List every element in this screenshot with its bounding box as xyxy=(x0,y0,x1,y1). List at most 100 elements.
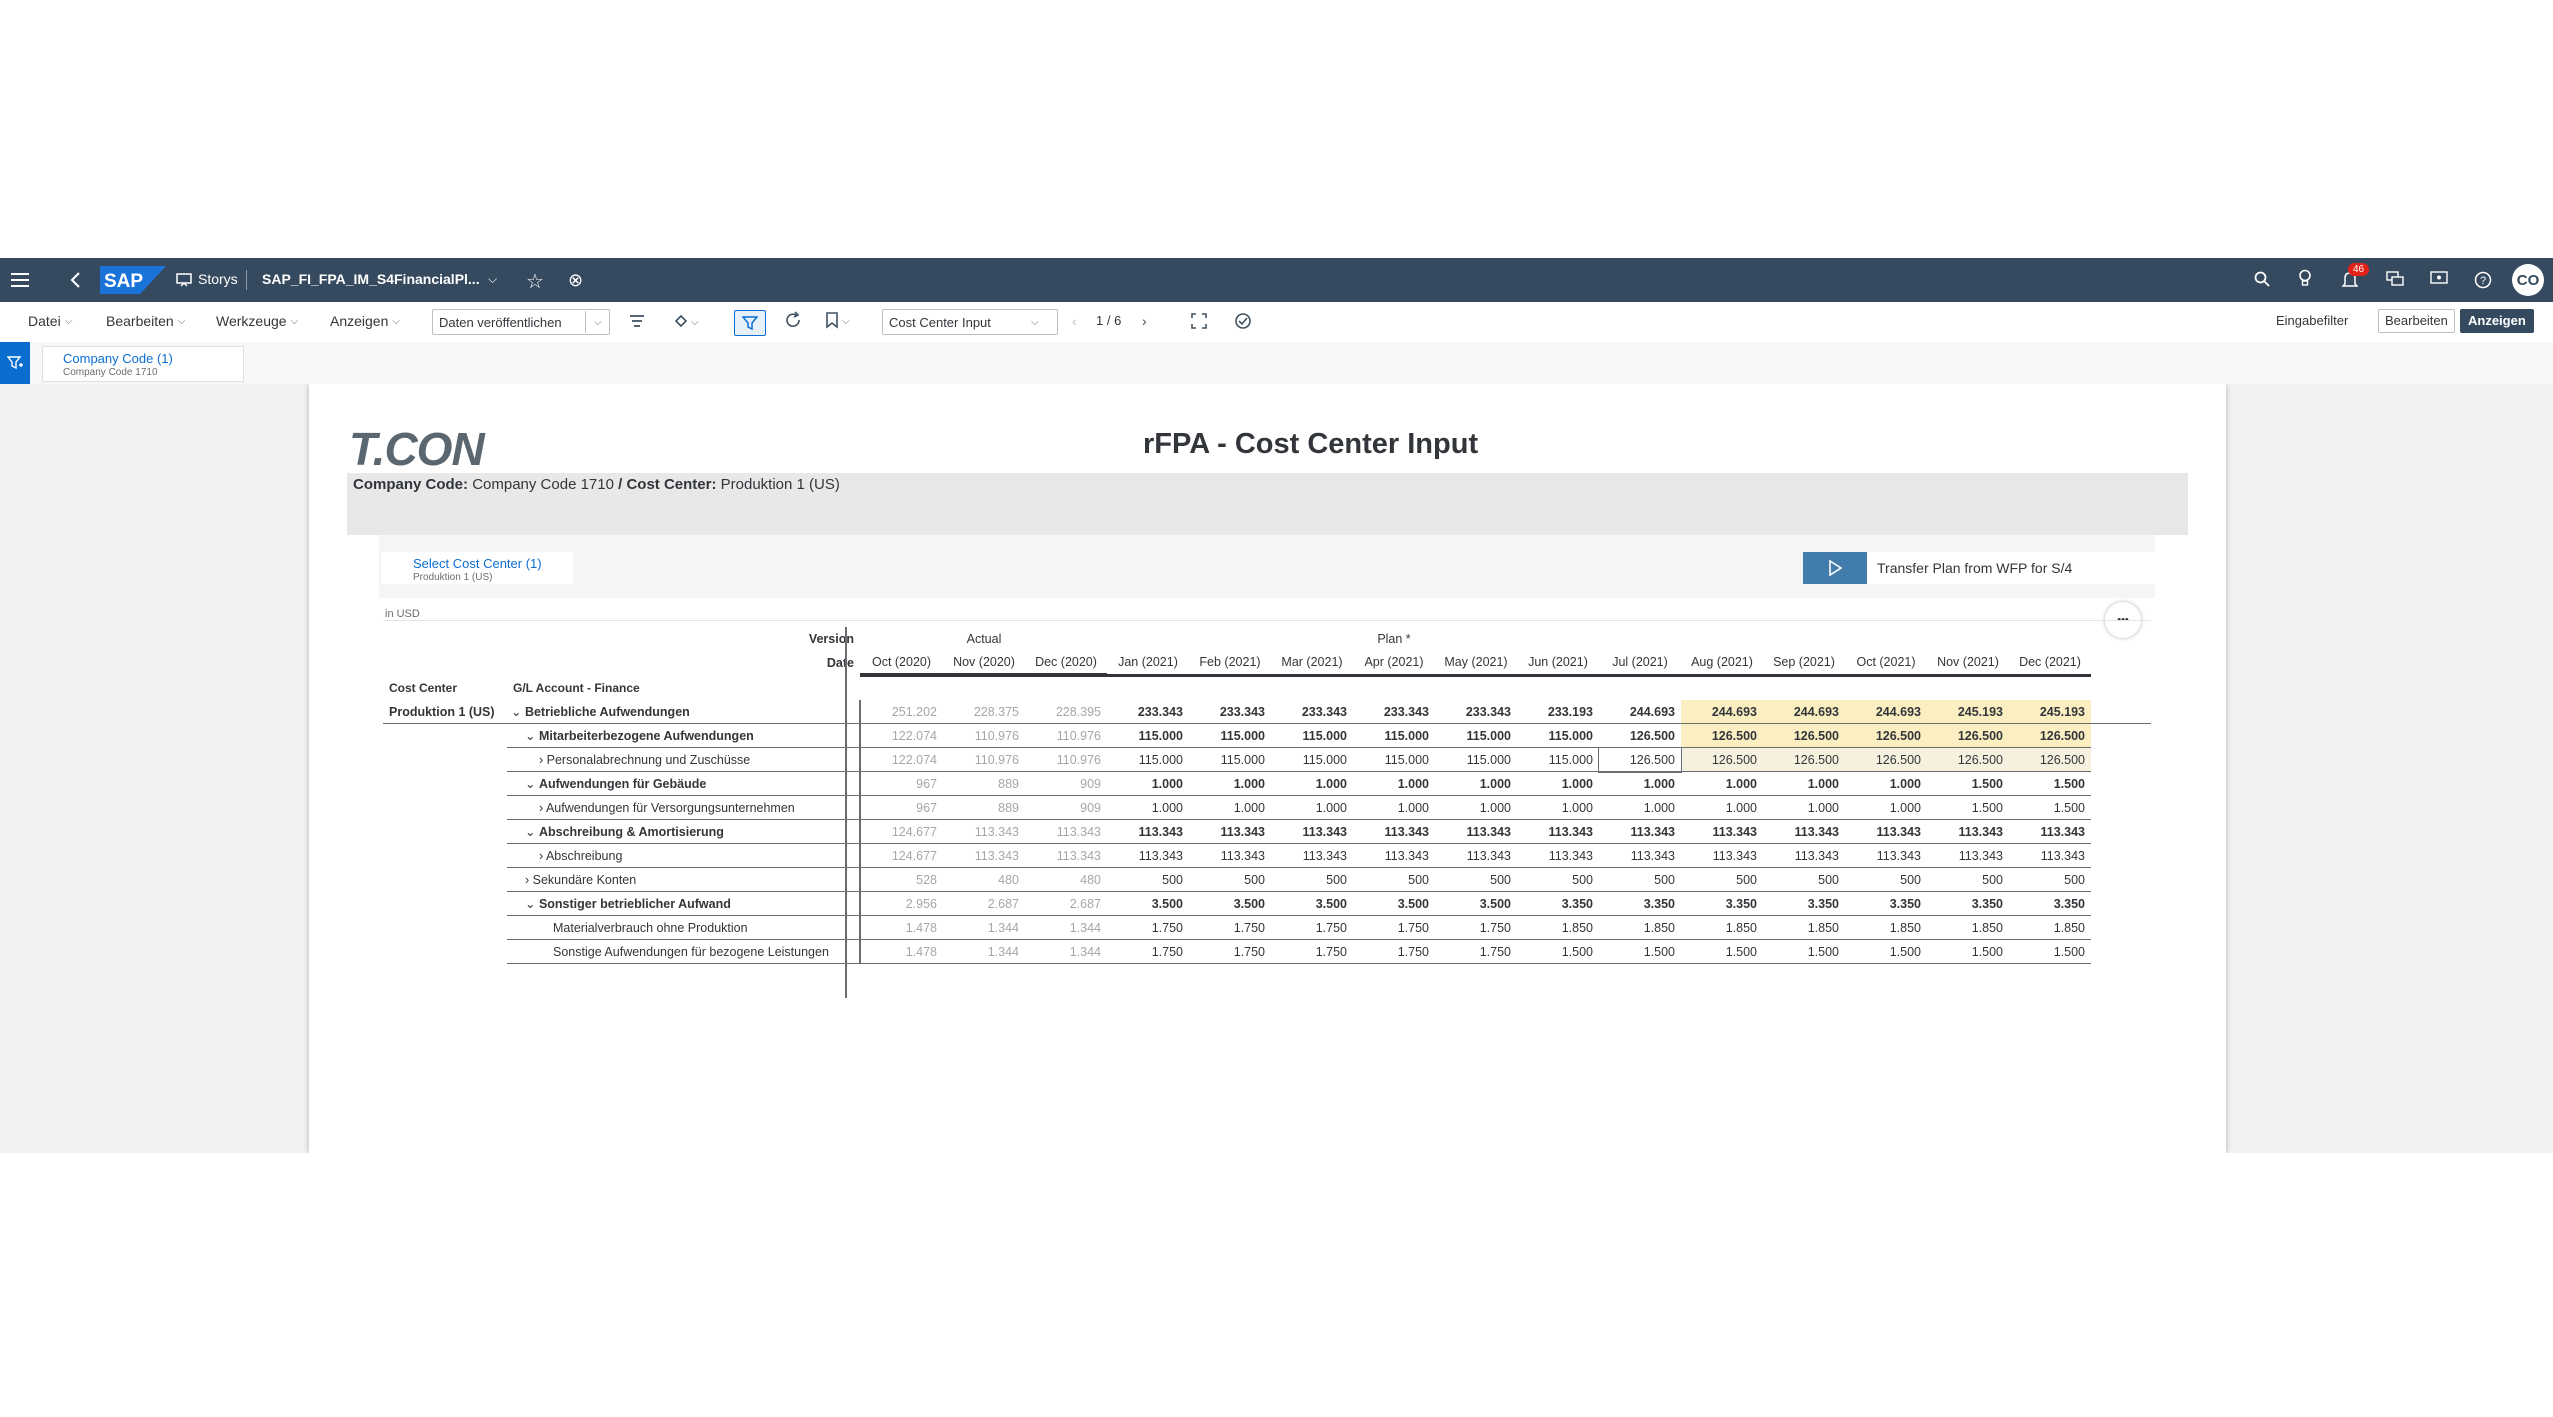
lightbulb-icon[interactable] xyxy=(2298,269,2312,287)
value-cell[interactable]: 115.000 xyxy=(1517,747,1599,772)
value-cell[interactable]: 3.500 xyxy=(1435,891,1517,916)
value-cell[interactable]: 113.343 xyxy=(1107,843,1189,868)
value-cell[interactable]: 1.750 xyxy=(1107,939,1189,964)
value-cell[interactable]: 1.750 xyxy=(1271,939,1353,964)
menu-werkzeuge[interactable]: Werkzeuge ⌵ xyxy=(216,313,298,329)
avatar[interactable]: CO xyxy=(2512,264,2544,296)
value-cell[interactable]: 113.343 xyxy=(1681,843,1763,868)
discussion-icon[interactable] xyxy=(2430,271,2448,287)
data-action-icon[interactable] xyxy=(628,312,646,335)
value-cell[interactable]: 113.343 xyxy=(1435,819,1517,844)
value-cell[interactable]: 233.193 xyxy=(1517,700,1599,724)
value-cell[interactable]: 113.343 xyxy=(1517,843,1599,868)
value-cell[interactable]: 1.000 xyxy=(1681,795,1763,820)
value-cell[interactable]: 126.500 xyxy=(2009,747,2091,772)
value-cell[interactable]: 1.750 xyxy=(1435,939,1517,964)
page-select[interactable]: Cost Center Input ⌵ xyxy=(882,309,1058,335)
value-cell[interactable]: 3.500 xyxy=(1189,891,1271,916)
value-cell[interactable]: 1.000 xyxy=(1599,771,1681,796)
value-cell[interactable]: 113.343 xyxy=(1271,843,1353,868)
value-cell[interactable]: 1.000 xyxy=(1435,771,1517,796)
value-cell[interactable]: 500 xyxy=(1189,867,1271,892)
value-cell[interactable]: 1.850 xyxy=(1599,915,1681,940)
close-story-icon[interactable]: ⊗ xyxy=(568,270,584,290)
story-title[interactable]: SAP_FI_FPA_IM_S4FinancialPl... xyxy=(262,271,480,287)
value-cell[interactable]: 126.500 xyxy=(1598,746,1682,773)
value-cell[interactable]: 233.343 xyxy=(1271,700,1353,724)
value-cell[interactable]: 113.343 xyxy=(1599,819,1681,844)
value-cell[interactable]: 113.343 xyxy=(1353,843,1435,868)
value-cell[interactable]: 115.000 xyxy=(1435,723,1517,748)
value-cell[interactable]: 500 xyxy=(1517,867,1599,892)
value-cell[interactable]: 1.000 xyxy=(1189,771,1271,796)
value-cell[interactable]: 1.500 xyxy=(1927,939,2009,964)
value-cell[interactable]: 500 xyxy=(1763,867,1845,892)
title-chevron-icon[interactable]: ⌵ xyxy=(488,272,498,286)
value-cell[interactable]: 113.343 xyxy=(1599,843,1681,868)
value-cell[interactable]: 1.000 xyxy=(1189,795,1271,820)
gl-account-cell[interactable]: › Abschreibung xyxy=(507,843,860,868)
expand-icon[interactable]: › xyxy=(539,800,546,815)
check-icon[interactable] xyxy=(1234,312,1252,335)
gl-account-cell[interactable]: ⌄ Abschreibung & Amortisierung xyxy=(507,819,860,844)
value-cell[interactable]: 3.500 xyxy=(1107,891,1189,916)
value-cell[interactable]: 1.000 xyxy=(1353,771,1435,796)
value-cell[interactable]: 113.343 xyxy=(2009,843,2091,868)
value-cell[interactable]: 1.500 xyxy=(2009,939,2091,964)
gl-account-cell[interactable]: › Sekundäre Konten xyxy=(507,867,860,892)
expand-icon[interactable]: › xyxy=(539,752,547,767)
fullscreen-icon[interactable] xyxy=(1190,312,1208,335)
value-cell[interactable]: 1.000 xyxy=(1845,771,1927,796)
value-cell[interactable]: 1.000 xyxy=(1435,795,1517,820)
value-cell[interactable]: 113.343 xyxy=(1189,819,1271,844)
value-cell[interactable]: 1.500 xyxy=(1517,939,1599,964)
refresh-icon[interactable] xyxy=(784,311,802,334)
value-cell[interactable]: 1.750 xyxy=(1353,939,1435,964)
chat-icon[interactable] xyxy=(2386,271,2404,287)
next-page-icon[interactable]: › xyxy=(1142,313,1147,329)
gl-account-cell[interactable]: ⌄ Mitarbeiterbezogene Aufwendungen xyxy=(507,723,860,748)
value-cell[interactable]: 1.000 xyxy=(1763,795,1845,820)
value-cell[interactable]: 115.000 xyxy=(1517,723,1599,748)
value-cell[interactable]: 115.000 xyxy=(1189,723,1271,748)
value-cell[interactable]: 500 xyxy=(2009,867,2091,892)
value-cell[interactable]: 113.343 xyxy=(2009,819,2091,844)
collapse-icon[interactable]: ⌄ xyxy=(525,777,539,791)
value-cell[interactable]: 126.500 xyxy=(1763,747,1845,772)
value-cell[interactable]: 1.500 xyxy=(1927,795,2009,820)
value-cell[interactable]: 113.343 xyxy=(1927,819,2009,844)
value-cell[interactable]: 233.343 xyxy=(1435,700,1517,724)
gl-account-cell[interactable]: ⌄ Sonstiger betrieblicher Aufwand xyxy=(507,891,860,916)
value-cell[interactable]: 245.193 xyxy=(1927,700,2009,724)
value-cell[interactable]: 1.500 xyxy=(1599,939,1681,964)
value-cell[interactable]: 1.000 xyxy=(1763,771,1845,796)
gl-account-cell[interactable]: › Aufwendungen für Versorgungsunternehme… xyxy=(507,795,860,820)
value-cell[interactable]: 113.343 xyxy=(1271,819,1353,844)
chevron-down-icon[interactable]: ⌵ xyxy=(594,316,602,328)
value-cell[interactable]: 1.000 xyxy=(1271,771,1353,796)
value-cell[interactable]: 3.350 xyxy=(1681,891,1763,916)
value-cell[interactable]: 1.000 xyxy=(1353,795,1435,820)
value-cell[interactable]: 1.500 xyxy=(1681,939,1763,964)
prev-page-icon[interactable]: ‹ xyxy=(1072,313,1077,329)
value-cell[interactable]: 1.750 xyxy=(1189,915,1271,940)
value-cell[interactable]: 115.000 xyxy=(1435,747,1517,772)
value-cell[interactable]: 115.000 xyxy=(1107,747,1189,772)
value-cell[interactable]: 1.500 xyxy=(2009,795,2091,820)
value-cell[interactable]: 115.000 xyxy=(1271,747,1353,772)
value-cell[interactable]: 113.343 xyxy=(1353,819,1435,844)
value-cell[interactable]: 1.000 xyxy=(1517,795,1599,820)
value-cell[interactable]: 126.500 xyxy=(1763,723,1845,748)
filter-toggle-button[interactable] xyxy=(734,310,766,336)
value-cell[interactable]: 500 xyxy=(1927,867,2009,892)
input-filter-link[interactable]: Eingabefilter xyxy=(2276,313,2349,328)
value-cell[interactable]: 1.000 xyxy=(1681,771,1763,796)
value-cell[interactable]: 1.850 xyxy=(1845,915,1927,940)
menu-icon[interactable] xyxy=(10,270,30,290)
publish-data-button[interactable]: Daten veröffentlichen ⌵ xyxy=(432,309,610,335)
value-cell[interactable]: 113.343 xyxy=(1681,819,1763,844)
collapse-icon[interactable]: ⌄ xyxy=(525,825,539,839)
value-cell[interactable]: 115.000 xyxy=(1271,723,1353,748)
value-cell[interactable]: 3.350 xyxy=(1927,891,2009,916)
value-cell[interactable]: 1.750 xyxy=(1353,915,1435,940)
